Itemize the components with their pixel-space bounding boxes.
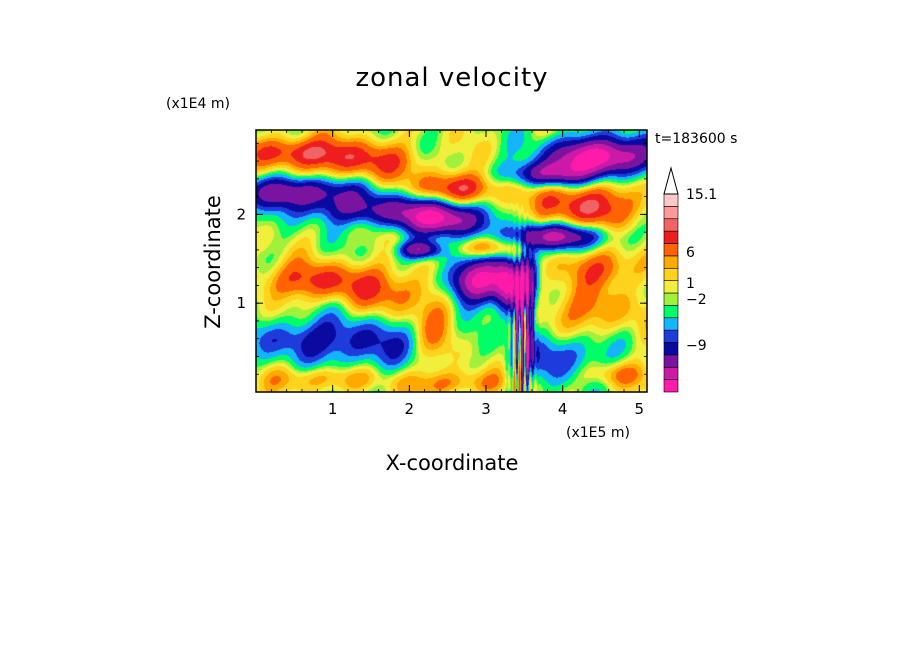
y-tick-label: 2 <box>236 205 246 223</box>
x-tick-label: 3 <box>481 400 491 418</box>
colorbar-label: 1 <box>686 276 695 292</box>
y-axis-label: Z-coordinate <box>201 195 225 329</box>
colorbar-swatch <box>663 366 679 380</box>
colorbar: 15.1 6 1−2 −9 <box>663 166 717 393</box>
colorbar-label: 15.1 <box>686 187 717 203</box>
colorbar-swatch <box>663 342 679 356</box>
colorbar-swatch <box>663 305 679 319</box>
colorbar-swatch <box>663 218 679 232</box>
y-scale-label: (x1E4 m) <box>166 96 230 112</box>
y-axis: 12 <box>236 142 647 375</box>
y-tick-label: 1 <box>236 294 246 312</box>
colorbar-swatch <box>663 379 679 393</box>
colorbar-swatch <box>663 193 679 207</box>
velocity-field <box>256 130 647 392</box>
colorbar-swatch <box>663 255 679 269</box>
x-axis: 1 2 3 4 5 <box>270 130 645 418</box>
colorbar-swatch <box>663 230 679 244</box>
x-tick-label: 1 <box>328 400 338 418</box>
colorbar-swatch <box>663 206 679 220</box>
colorbar-extend-arrow <box>663 166 679 195</box>
colorbar-label: 6 <box>686 245 695 261</box>
x-scale-label: (x1E5 m) <box>566 425 630 441</box>
colorbar-swatch <box>663 243 679 257</box>
velocity-field-canvas <box>256 130 647 392</box>
colorbar-label: −9 <box>686 338 707 354</box>
x-tick-label: 2 <box>405 400 415 418</box>
x-axis-label: X-coordinate <box>386 451 519 475</box>
colorbar-swatch <box>663 354 679 368</box>
x-tick-label: 5 <box>635 400 645 418</box>
colorbar-swatch <box>663 329 679 343</box>
chart-title: zonal velocity <box>355 63 548 93</box>
plot-frame <box>255 129 648 393</box>
colorbar-label: −2 <box>686 292 707 308</box>
colorbar-swatch <box>663 292 679 306</box>
time-label: t=183600 s <box>655 131 737 147</box>
colorbar-swatch <box>663 267 679 281</box>
colorbar-swatch <box>663 280 679 294</box>
colorbar-swatch <box>663 317 679 331</box>
x-tick-label: 4 <box>558 400 568 418</box>
